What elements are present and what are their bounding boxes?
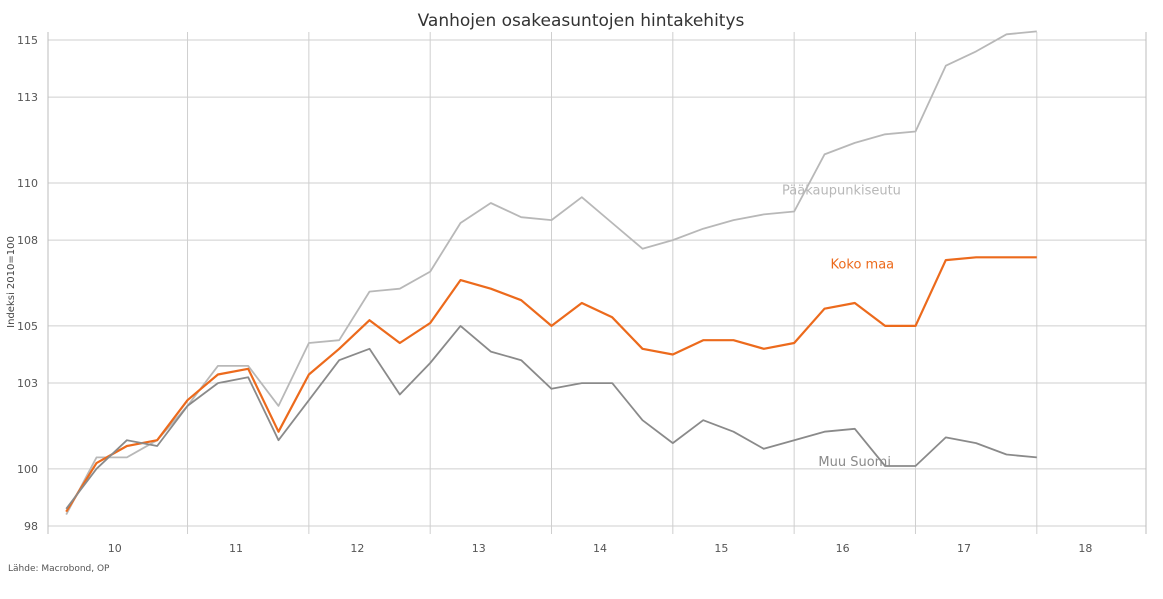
series-line-2 [65,324,1037,510]
x-tick-label: 15 [714,542,728,555]
x-tick-label: 10 [108,542,122,555]
y-tick-label: 98 [24,520,38,533]
x-tick-label: 17 [957,542,971,555]
y-tick-label: 103 [17,377,38,390]
y-tick-label: 105 [17,320,38,333]
series-label: Koko maa [831,258,895,273]
x-tick-label: 12 [350,542,364,555]
chart-title: Vanhojen osakeasuntojen hintakehitys [418,11,745,31]
x-tick-label: 18 [1078,542,1092,555]
x-tick-label: 14 [593,542,607,555]
y-tick-label: 113 [17,91,38,104]
y-tick-label: 110 [17,177,38,190]
series-lines [65,30,1037,516]
series-line-1 [65,256,1037,513]
x-axis-ticks: 10 11 12 13 14 15 16 17 18 [108,542,1093,555]
series-label: Muu Suomi [818,455,891,470]
y-tick-label: 100 [17,463,38,476]
x-tick-label: 11 [229,542,243,555]
x-tick-label: 16 [836,542,850,555]
series-label: Pääkaupunkiseutu [782,183,901,198]
y-axis-ticks: 98 100 103 105 108 110 113 115 [17,34,38,533]
source-note: Lähde: Macrobond, OP [8,564,110,574]
grid [47,32,1147,534]
y-tick-label: 108 [17,234,38,247]
series-labels: Pääkaupunkiseutu Koko maa Muu Suomi [782,183,901,470]
y-tick-label: 115 [17,34,38,47]
x-tick-label: 13 [472,542,486,555]
y-axis-label: Indeksi 2010=100 [6,236,17,328]
series-line-0 [65,30,1037,516]
